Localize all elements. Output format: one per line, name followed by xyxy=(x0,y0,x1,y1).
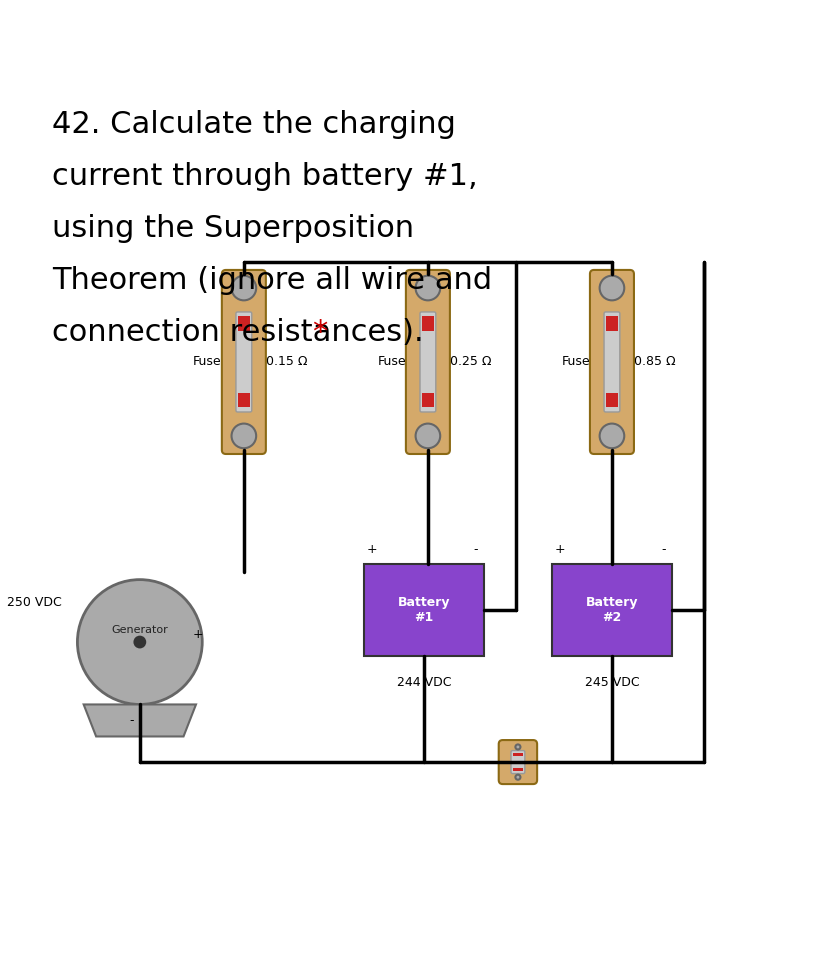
Text: -: - xyxy=(473,543,477,556)
FancyBboxPatch shape xyxy=(405,270,449,454)
Text: using the Superposition: using the Superposition xyxy=(52,214,414,243)
FancyBboxPatch shape xyxy=(237,393,250,407)
Text: 245 VDC: 245 VDC xyxy=(584,677,638,689)
Text: 0.85 Ω: 0.85 Ω xyxy=(633,356,675,368)
FancyBboxPatch shape xyxy=(589,270,633,454)
FancyBboxPatch shape xyxy=(236,312,251,412)
Circle shape xyxy=(599,276,624,300)
FancyBboxPatch shape xyxy=(510,750,524,774)
Circle shape xyxy=(514,745,520,749)
Text: Battery
#1: Battery #1 xyxy=(397,596,450,624)
FancyBboxPatch shape xyxy=(605,317,618,331)
Text: 0.25 Ω: 0.25 Ω xyxy=(449,356,490,368)
FancyBboxPatch shape xyxy=(512,752,523,756)
Circle shape xyxy=(77,579,202,705)
Text: 42. Calculate the charging: 42. Calculate the charging xyxy=(52,110,455,139)
Polygon shape xyxy=(84,705,196,737)
Text: Battery
#2: Battery #2 xyxy=(585,596,638,624)
Text: +: + xyxy=(366,543,377,556)
FancyBboxPatch shape xyxy=(222,270,265,454)
Text: current through battery #1,: current through battery #1, xyxy=(52,162,477,191)
Text: +: + xyxy=(554,543,565,556)
Text: Fuse: Fuse xyxy=(377,356,405,368)
FancyBboxPatch shape xyxy=(237,317,250,331)
FancyBboxPatch shape xyxy=(512,769,523,772)
Text: Generator: Generator xyxy=(112,625,168,635)
Circle shape xyxy=(232,276,256,300)
Text: *: * xyxy=(312,318,327,347)
FancyBboxPatch shape xyxy=(363,564,483,656)
Text: 250 VDC: 250 VDC xyxy=(7,596,61,608)
FancyBboxPatch shape xyxy=(498,740,537,784)
Circle shape xyxy=(415,424,440,448)
Circle shape xyxy=(514,775,520,780)
Text: 244 VDC: 244 VDC xyxy=(396,677,451,689)
FancyBboxPatch shape xyxy=(605,393,618,407)
Text: Fuse: Fuse xyxy=(561,356,589,368)
Text: -: - xyxy=(661,543,666,556)
FancyBboxPatch shape xyxy=(552,564,672,656)
Circle shape xyxy=(133,636,146,648)
Circle shape xyxy=(415,276,440,300)
Text: connection resistances).: connection resistances). xyxy=(52,318,433,347)
Text: +: + xyxy=(193,628,203,641)
FancyBboxPatch shape xyxy=(421,393,433,407)
Circle shape xyxy=(232,424,256,448)
FancyBboxPatch shape xyxy=(421,317,433,331)
Text: Fuse: Fuse xyxy=(193,356,222,368)
FancyBboxPatch shape xyxy=(604,312,619,412)
Text: 0.15 Ω: 0.15 Ω xyxy=(265,356,307,368)
FancyBboxPatch shape xyxy=(419,312,435,412)
Text: Theorem (ignore all wire and: Theorem (ignore all wire and xyxy=(52,266,491,295)
Text: -: - xyxy=(129,714,134,727)
Circle shape xyxy=(599,424,624,448)
